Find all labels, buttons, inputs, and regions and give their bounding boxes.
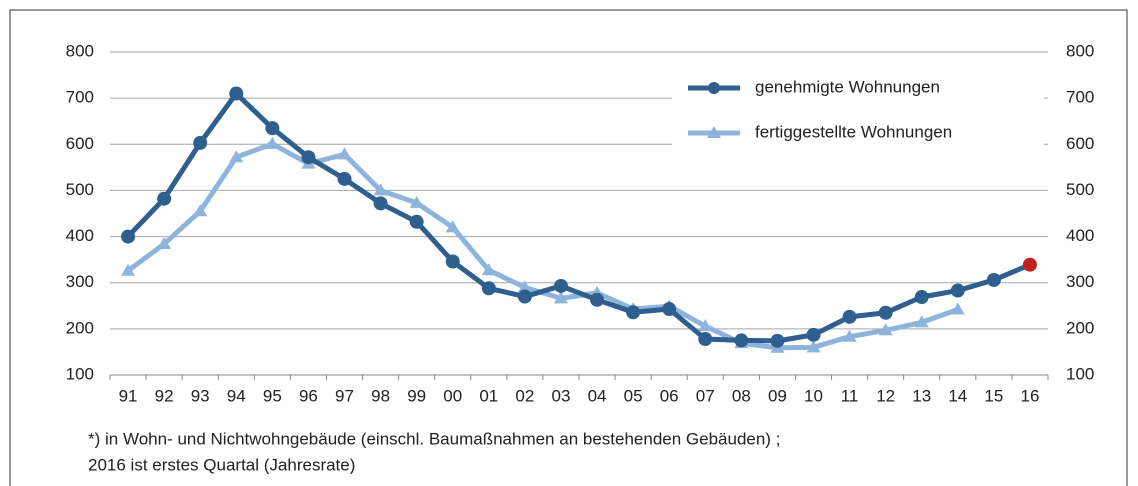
x-tick-label: 93 <box>191 386 210 405</box>
point <box>553 291 568 304</box>
point <box>517 289 532 304</box>
y2-tick-label: 200 <box>1066 318 1094 337</box>
point <box>590 292 605 307</box>
point <box>553 278 568 293</box>
point <box>914 290 929 305</box>
legend-box <box>672 66 1044 158</box>
x-tick-label: 92 <box>155 386 174 405</box>
x-tick-label: 91 <box>119 386 138 405</box>
point <box>373 183 388 196</box>
point <box>193 204 208 217</box>
y2-tick-label: 300 <box>1066 272 1094 291</box>
y2-tick-label: 600 <box>1066 134 1094 153</box>
x-tick-label: 05 <box>624 386 643 405</box>
x-tick-label: 02 <box>515 386 534 405</box>
point <box>950 302 965 315</box>
point <box>842 309 857 324</box>
x-tick-label: 12 <box>876 386 895 405</box>
point <box>121 229 136 244</box>
point <box>337 147 352 160</box>
y-tick-label: 300 <box>66 272 94 291</box>
y2-tick-label: 800 <box>1066 41 1094 60</box>
y2-tick-label: 700 <box>1066 88 1094 107</box>
point <box>734 333 749 348</box>
point <box>878 323 893 336</box>
y-tick-label: 600 <box>66 134 94 153</box>
point <box>878 305 893 320</box>
point <box>157 191 172 206</box>
point <box>445 220 460 233</box>
point <box>914 315 929 328</box>
legend-marker <box>708 82 720 94</box>
x-tick-label: 11 <box>841 386 859 405</box>
x-tick-label: 16 <box>1021 386 1040 405</box>
point <box>626 305 641 320</box>
x-tick-label: 14 <box>948 386 967 405</box>
x-tick-label: 94 <box>227 386 246 405</box>
point <box>265 136 280 149</box>
x-tick-label: 98 <box>371 386 390 405</box>
x-tick-label: 97 <box>335 386 354 405</box>
footnote: 2016 ist erstes Quartal (Jahresrate) <box>88 455 355 474</box>
point <box>157 236 172 249</box>
legend-marker <box>707 126 721 138</box>
y-tick-label: 700 <box>66 88 94 107</box>
x-tick-label: 07 <box>696 386 715 405</box>
point <box>229 150 244 163</box>
y2-tick-label: 400 <box>1066 226 1094 245</box>
legend-label: genehmigte Wohnungen <box>755 77 940 96</box>
point <box>481 281 496 296</box>
point <box>121 263 136 276</box>
legend-item: fertiggestellte Wohnungen <box>688 122 952 141</box>
point <box>698 319 713 332</box>
y-tick-label: 100 <box>66 364 94 383</box>
point <box>806 340 821 353</box>
point <box>481 263 496 276</box>
point <box>337 171 352 186</box>
point <box>517 280 532 293</box>
point <box>445 254 460 269</box>
x-tick-label: 95 <box>263 386 282 405</box>
y-tick-label: 800 <box>66 41 94 60</box>
x-tick-label: 99 <box>407 386 426 405</box>
footnote: *) in Wohn- und Nichtwohngebäude (einsch… <box>88 429 780 448</box>
x-tick-label: 09 <box>768 386 787 405</box>
point <box>373 196 388 211</box>
y2-tick-label: 500 <box>1066 180 1094 199</box>
x-tick-label: 04 <box>588 386 607 405</box>
x-tick-label: 01 <box>479 386 498 405</box>
point <box>698 332 713 347</box>
x-tick-label: 96 <box>299 386 318 405</box>
point <box>806 327 821 342</box>
y-tick-label: 200 <box>66 318 94 337</box>
point <box>770 333 785 348</box>
x-tick-label: 06 <box>660 386 679 405</box>
x-tick-label: 00 <box>443 386 462 405</box>
point <box>950 283 965 298</box>
point <box>265 121 280 136</box>
point <box>409 214 424 229</box>
y-tick-label: 500 <box>66 180 94 199</box>
legend-item: genehmigte Wohnungen <box>688 77 940 96</box>
x-tick-label: 15 <box>984 386 1003 405</box>
point <box>1022 257 1037 272</box>
point <box>409 195 424 208</box>
point <box>301 150 316 165</box>
point <box>662 302 677 317</box>
y-tick-label: 400 <box>66 226 94 245</box>
x-tick-label: 08 <box>732 386 751 405</box>
y2-tick-label: 100 <box>1066 364 1094 383</box>
x-tick-label: 13 <box>912 386 931 405</box>
point <box>229 86 244 101</box>
point <box>986 272 1001 287</box>
x-tick-label: 10 <box>804 386 823 405</box>
legend-label: fertiggestellte Wohnungen <box>755 122 952 141</box>
x-tick-label: 03 <box>552 386 571 405</box>
point <box>193 135 208 150</box>
point <box>842 329 857 342</box>
